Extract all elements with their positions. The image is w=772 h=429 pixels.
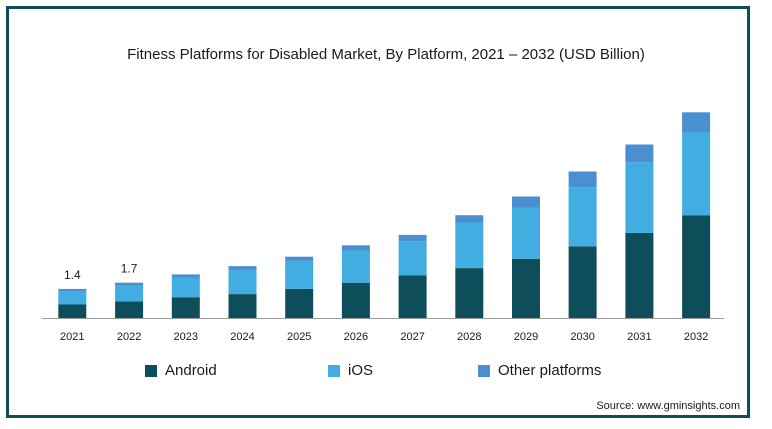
x-tick-label-2026: 2026 xyxy=(344,331,368,343)
bar-android-2027 xyxy=(398,275,427,318)
bar-ios-2030 xyxy=(568,187,597,247)
data-label-2022: 1.7 xyxy=(121,262,138,276)
bar-other-platforms-2032 xyxy=(682,112,711,132)
bar-android-2022 xyxy=(115,301,144,318)
x-tick-label-2030: 2030 xyxy=(570,331,594,343)
x-tick-label-2022: 2022 xyxy=(117,331,141,343)
bar-ios-2023 xyxy=(171,277,200,298)
bar-android-2029 xyxy=(512,258,540,318)
chart-legend: Android iOS Other platforms xyxy=(0,362,772,386)
bar-ios-2029 xyxy=(512,207,540,259)
bar-android-2024 xyxy=(228,294,257,318)
bar-android-2023 xyxy=(171,297,200,318)
bar-ios-2032 xyxy=(682,132,711,216)
legend-swatch-android xyxy=(145,364,157,377)
bar-ios-2021 xyxy=(58,291,87,305)
legend-label-android: Android xyxy=(165,362,217,379)
bar-other-platforms-2023 xyxy=(171,274,200,278)
data-label-2021: 1.4 xyxy=(64,268,81,282)
legend-item-other-platforms: Other platforms xyxy=(478,362,601,379)
bar-android-2021 xyxy=(58,304,87,318)
x-tick-label-2032: 2032 xyxy=(684,331,708,343)
bar-other-platforms-2026 xyxy=(341,245,370,251)
bar-ios-2027 xyxy=(398,241,427,276)
x-tick-label-2027: 2027 xyxy=(400,331,424,343)
x-tick-label-2024: 2024 xyxy=(230,331,254,343)
x-tick-label-2028: 2028 xyxy=(457,331,481,343)
x-tick-label-2031: 2031 xyxy=(627,331,651,343)
bar-other-platforms-2031 xyxy=(625,144,654,163)
bar-other-platforms-2029 xyxy=(512,196,540,208)
x-tick-label-2025: 2025 xyxy=(287,331,311,343)
legend-item-ios: iOS xyxy=(328,362,373,379)
legend-label-ios: iOS xyxy=(348,362,374,379)
bar-other-platforms-2030 xyxy=(568,171,597,188)
x-tick-label-2021: 2021 xyxy=(60,331,84,343)
bar-android-2031 xyxy=(625,232,654,318)
bar-android-2026 xyxy=(341,282,370,318)
legend-swatch-other-platforms xyxy=(478,364,490,377)
bar-ios-2024 xyxy=(228,270,257,295)
bar-other-platforms-2028 xyxy=(455,215,484,223)
bar-android-2032 xyxy=(682,215,711,318)
x-tick-label-2023: 2023 xyxy=(174,331,198,343)
legend-swatch-ios xyxy=(328,364,340,377)
bar-ios-2031 xyxy=(625,162,654,233)
bar-ios-2022 xyxy=(115,285,144,302)
bar-android-2030 xyxy=(568,246,597,318)
bar-other-platforms-2027 xyxy=(398,234,427,242)
bar-android-2028 xyxy=(455,268,484,318)
bar-ios-2026 xyxy=(341,250,370,283)
chart-title: Fitness Platforms for Disabled Market, B… xyxy=(127,46,645,63)
bar-other-platforms-2025 xyxy=(285,256,314,261)
source-note: Source: www.gminsights.com xyxy=(596,400,740,412)
legend-item-android: Android xyxy=(145,362,217,379)
bar-ios-2025 xyxy=(285,260,314,289)
legend-label-other-platforms: Other platforms xyxy=(498,362,602,379)
bar-ios-2028 xyxy=(455,222,484,269)
bar-other-platforms-2021 xyxy=(58,288,87,291)
bar-other-platforms-2022 xyxy=(115,282,144,286)
bar-android-2025 xyxy=(285,288,314,318)
x-tick-label-2029: 2029 xyxy=(514,331,538,343)
bar-other-platforms-2024 xyxy=(228,266,257,271)
